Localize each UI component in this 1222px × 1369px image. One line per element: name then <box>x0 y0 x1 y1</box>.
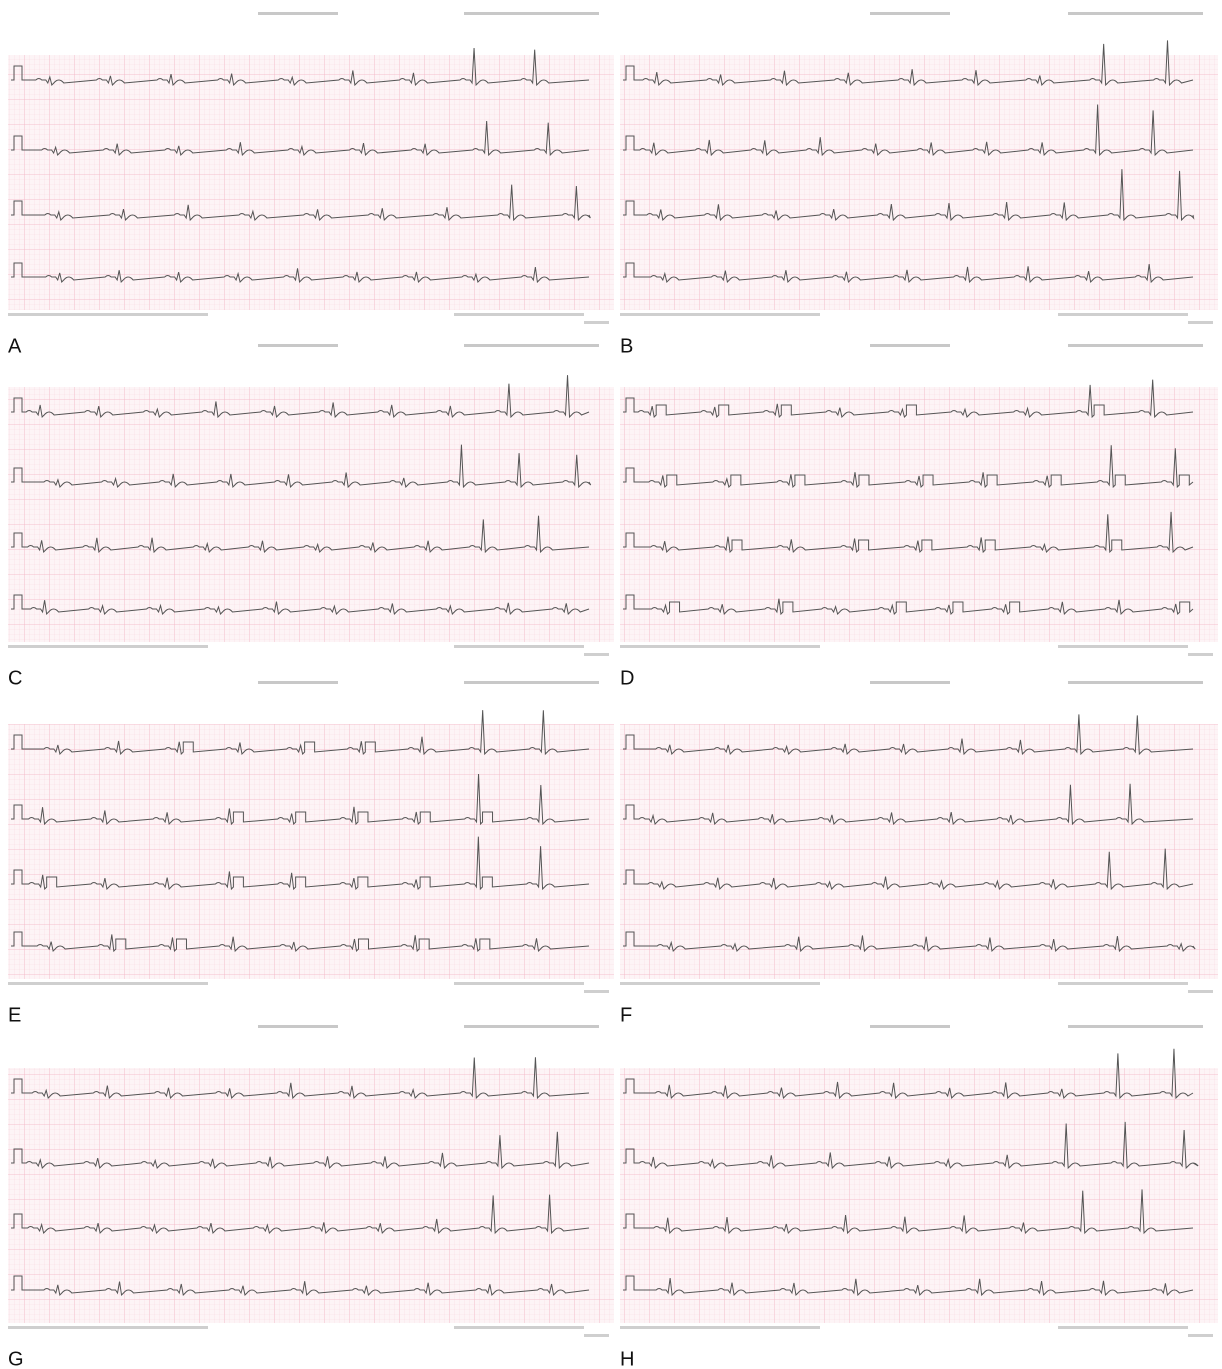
footer-mark <box>1058 645 1188 648</box>
panel-label: D <box>620 667 634 689</box>
ecg-grid <box>620 387 1218 642</box>
ecg-grid <box>8 55 614 310</box>
footer-mark <box>8 645 208 648</box>
footer-mark <box>584 1334 609 1337</box>
footer-mark <box>454 982 584 985</box>
ecg-grid <box>620 55 1218 310</box>
ecg-panel: H <box>620 1025 1218 1369</box>
footer-mark <box>1188 321 1213 324</box>
header-mark <box>258 344 338 347</box>
footer-mark <box>8 982 208 985</box>
footer-mark <box>454 645 584 648</box>
footer-mark <box>454 1326 584 1329</box>
header-mark <box>258 681 338 684</box>
footer-mark <box>454 313 584 316</box>
header-mark <box>464 12 599 15</box>
ecg-grid <box>8 724 614 979</box>
footer-mark <box>584 321 609 324</box>
ecg-panel: B <box>620 12 1218 357</box>
footer-mark <box>1058 313 1188 316</box>
header-mark <box>464 681 599 684</box>
ecg-panel: G <box>8 1025 614 1369</box>
header-mark <box>258 1025 338 1028</box>
header-mark <box>870 1025 950 1028</box>
panel-label: A <box>8 335 22 357</box>
footer-mark <box>8 1326 208 1329</box>
footer-mark <box>1188 1334 1213 1337</box>
header-mark <box>1068 1025 1203 1028</box>
panel-label: G <box>8 1348 24 1369</box>
footer-mark <box>620 1326 820 1329</box>
header-mark <box>258 12 338 15</box>
panel-label: B <box>620 335 633 357</box>
header-mark <box>1068 344 1203 347</box>
panel-label: C <box>8 667 22 689</box>
panel-label: H <box>620 1348 634 1369</box>
header-mark <box>870 681 950 684</box>
ecg-panel: E <box>8 681 614 1026</box>
footer-mark <box>584 653 609 656</box>
panel-label: F <box>620 1004 632 1026</box>
footer-mark <box>620 645 820 648</box>
footer-mark <box>1058 982 1188 985</box>
header-mark <box>464 1025 599 1028</box>
ecg-grid <box>8 1068 614 1323</box>
ecg-grid <box>620 724 1218 979</box>
footer-mark <box>620 313 820 316</box>
header-mark <box>1068 12 1203 15</box>
footer-mark <box>584 990 609 993</box>
footer-mark <box>1058 1326 1188 1329</box>
header-mark <box>870 344 950 347</box>
panel-label: E <box>8 1004 21 1026</box>
footer-mark <box>620 982 820 985</box>
ecg-panel: D <box>620 344 1218 689</box>
ecg-grid <box>8 387 614 642</box>
footer-mark <box>1188 653 1213 656</box>
ecg-grid <box>620 1068 1218 1323</box>
header-mark <box>464 344 599 347</box>
ecg-panel: F <box>620 681 1218 1026</box>
footer-mark <box>1188 990 1213 993</box>
ecg-panel: A <box>8 12 614 357</box>
header-mark <box>870 12 950 15</box>
ecg-figure: A B C D E F G H <box>0 0 1222 1369</box>
header-mark <box>1068 681 1203 684</box>
footer-mark <box>8 313 208 316</box>
ecg-panel: C <box>8 344 614 689</box>
